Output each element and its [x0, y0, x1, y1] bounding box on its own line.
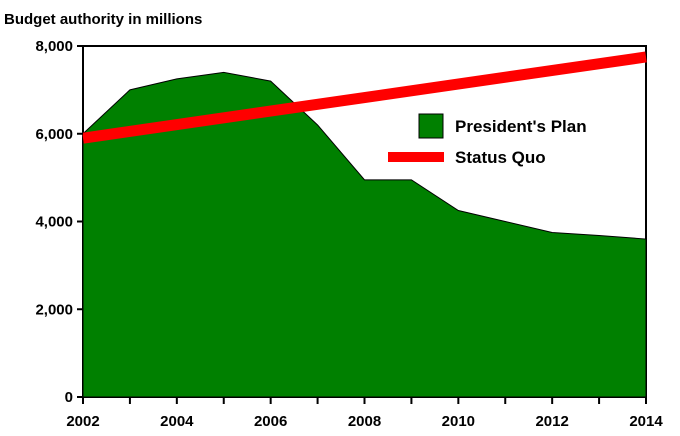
x-tick-label: 2010 [442, 413, 475, 430]
x-tick-label: 2014 [629, 413, 663, 430]
series-line-status-quo [82, 51, 647, 144]
x-tick-label: 2006 [254, 413, 287, 430]
y-tick-label: 4,000 [35, 214, 73, 231]
chart-subtitle: Budget authority in millions [4, 11, 202, 28]
y-tick-label: 6,000 [35, 126, 73, 143]
line-layer [82, 51, 647, 144]
x-tick-label: 2008 [348, 413, 381, 430]
legend-label-presidents-plan: President's Plan [455, 117, 587, 136]
y-tick-label: 8,000 [35, 38, 73, 55]
x-tick-label: 2004 [160, 413, 194, 430]
axis-layer: 0 2,000 4,000 6,000 8,000 2002 2004 2006 2008 201… [35, 38, 663, 430]
legend-label-status-quo: Status Quo [455, 148, 546, 167]
legend: President's Plan Status Quo [388, 113, 587, 167]
x-tick-label: 2012 [535, 413, 568, 430]
series-area-presidents-plan [82, 71, 647, 398]
legend-swatch-status-quo [388, 152, 444, 162]
x-tick-label: 2002 [66, 413, 99, 430]
legend-swatch-presidents-plan [418, 113, 444, 139]
y-tick-label: 0 [65, 389, 73, 406]
y-tick-label: 2,000 [35, 301, 73, 318]
area-layer [82, 71, 647, 398]
